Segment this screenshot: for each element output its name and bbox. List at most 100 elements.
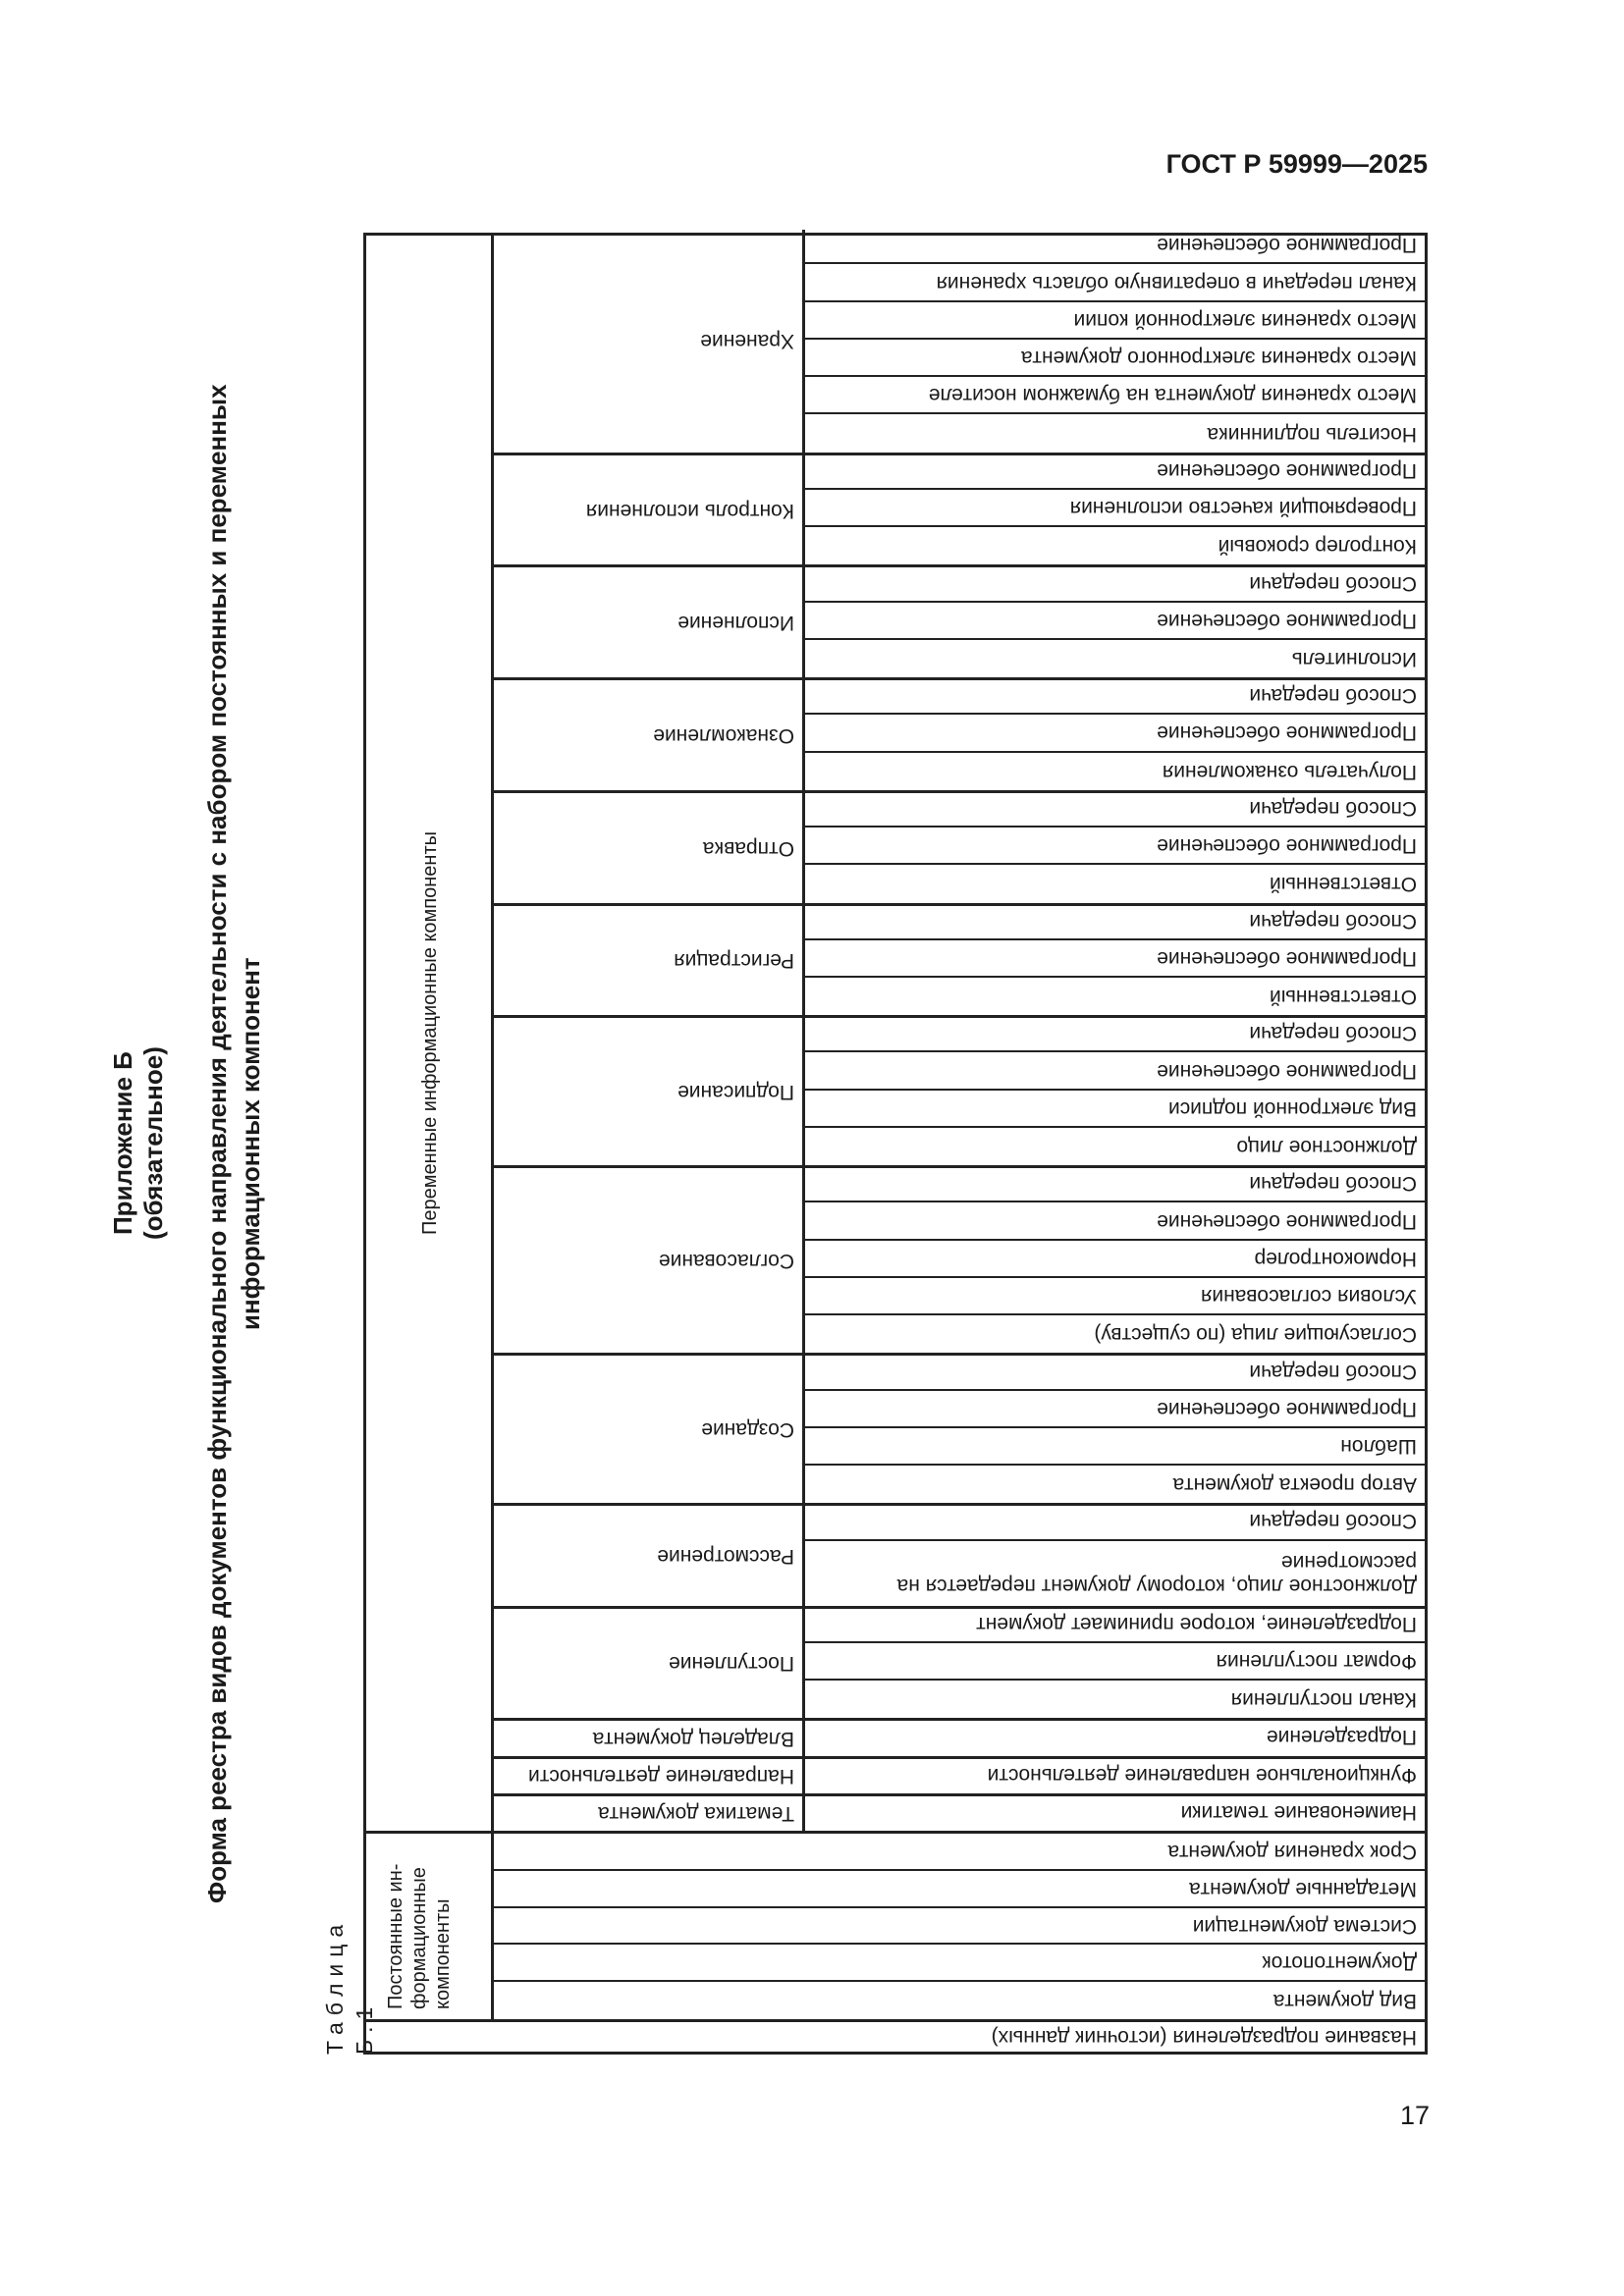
group-items: Исполнитель Программное обеспечение Способ… [805,564,1425,677]
component-item: Программное обеспечение [805,828,1425,866]
table-title-line: Форма реестра видов документов функциона… [202,384,232,1903]
group-items: Ответственный Программное обеспечение Спос… [805,902,1425,1016]
component-group: Функциональное направление деятельности Н… [494,1758,1425,1796]
group-name: Отправка [494,792,805,903]
registry-table: Название подразделения (источник данных)… [363,227,1428,2055]
group-items: Подразделение [805,1721,1425,1755]
component-item: Программное обеспечение [805,1202,1425,1241]
component-item: Программное обеспечение [805,452,1425,490]
constant-components: Вид документа Документопоток Система докум… [494,1834,1425,2019]
component-item: Место хранения электронного документа [805,339,1425,378]
appendix-heading: Приложение Б (обязательное) [108,334,171,1953]
page-number: 17 [1399,2101,1430,2130]
appendix-status: (обязательное) [138,1046,168,1241]
group-name: Направление деятельности [494,1758,805,1793]
component-item: Вид электронной подписи [805,1090,1425,1128]
group-name: Подписание [494,1018,805,1166]
component-item: Способ передачи [805,564,1425,603]
component-group: Должностное лицо, которому документ пере… [494,1503,1425,1609]
variable-components-label: Переменные информационные компоненты [366,236,491,1834]
variable-components: Наименование тематики Тематика документа Ф… [494,227,1425,1834]
constant-row: Документопоток [494,1945,1425,1983]
component-item: Программное обеспечение [805,1052,1425,1091]
group-items: Наименование тематики [805,1796,1425,1831]
component-item: Функциональное направление деятельности [987,1763,1417,1787]
component-item: Исполнитель [1291,647,1417,670]
appendix-title: Приложение Б [108,1051,137,1236]
component-item: Должностное лицо, которому документ пере… [896,1550,1417,1597]
group-name: Хранение [494,230,805,453]
component-item: Канал передачи в оперативную область хра… [805,264,1425,302]
table-title-line: информационных компонент [236,957,265,1330]
component-item: Подразделение, которое принимает докумен… [805,1605,1425,1643]
component-item: Нормоконтролер [805,1240,1425,1278]
component-item: Способ передачи [805,1353,1425,1391]
component-item: Ответственный [1270,873,1417,896]
component-item: Условия согласования [805,1277,1425,1316]
component-item: Место хранения документа на бумажном нос… [805,377,1425,415]
component-group: Подразделение Владелец документа [494,1721,1425,1759]
component-item: Программное обеспечение [805,602,1425,640]
constant-row: Вид документа [1272,1990,1417,2013]
group-items: Должностное лицо, которому документ пере… [805,1503,1425,1605]
source-row: Название подразделения (источник данных) [366,2019,1425,2052]
group-items: Автор проекта документа Шаблон Программное… [805,1353,1425,1503]
component-item: Способ передачи [805,1015,1425,1053]
component-group: Получатель ознакомления Программное обесп… [494,677,1425,793]
component-item: Проверяющий качество исполнения [805,489,1425,528]
component-item: Ответственный [1270,986,1417,1009]
component-item: Канал поступления [1230,1688,1417,1712]
group-items: Контролер сроковый Проверяющий качество и… [805,452,1425,565]
component-item: Место хранения электронной копии [805,301,1425,340]
constant-row: Система документации [494,1907,1425,1946]
group-name: Владелец документа [494,1721,805,1756]
component-group: Канал поступления Формат поступления Подра… [494,1605,1425,1722]
component-group: Согласующие лица (по существу) Условия со… [494,1165,1425,1357]
table-title: Форма реестра видов документов функциона… [200,334,269,1953]
component-item: Программное обеспечение [805,715,1425,753]
group-items: Функциональное направление деятельности [805,1759,1425,1793]
group-name: Рассмотрение [494,1506,805,1606]
component-group: Должностное лицо Вид электронной подписи П… [494,1015,1425,1169]
component-item: Автор проекта документа [1172,1473,1417,1497]
component-item: Подразделение [1266,1726,1417,1749]
component-group: Наименование тематики Тематика документа [494,1795,1425,1834]
group-items: Канал поступления Формат поступления Подра… [805,1605,1425,1719]
component-item: Программное обеспечение [805,939,1425,979]
component-item: Программное обеспечение [805,1390,1425,1428]
group-name: Тематика документа [494,1795,805,1831]
constant-row: Срок хранения документа [494,1834,1425,1871]
group-name: Ознакомление [494,680,805,790]
component-item: Способ передачи [805,1165,1425,1203]
group-name: Исполнение [494,567,805,678]
group-items: Получатель ознакомления Программное обесп… [805,677,1425,790]
component-item: Наименование тематики [1180,1800,1417,1824]
component-item: Способ передачи [805,789,1425,828]
group-items: Ответственный Программное обеспечение Спос… [805,789,1425,903]
component-item: Получатель ознакомления [1162,760,1417,783]
component-item: Согласующие лица (по существу) [1094,1323,1417,1347]
component-item: Способ передачи [805,902,1425,940]
component-item: Способ передачи [805,677,1425,716]
component-item: Шаблон [805,1427,1425,1467]
component-group: Исполнитель Программное обеспечение Способ… [494,564,1425,681]
standard-number: ГОСТ Р 59999—2025 [1165,149,1428,179]
group-name: Регистрация [494,905,805,1016]
group-name: Поступление [494,1608,805,1719]
component-item: Способ передачи [805,1503,1425,1541]
component-group: Контролер сроковый Проверяющий качество и… [494,452,1425,568]
component-item: Носитель подлинника [1207,422,1417,446]
component-group: Автор проекта документа Шаблон Программное… [494,1353,1425,1507]
component-item: Контролер сроковый [1218,535,1417,559]
component-item: Должностное лицо [1236,1136,1417,1159]
group-name: Контроль исполнения [494,454,805,565]
group-items: Носитель подлинника Место хранения докуме… [805,227,1425,452]
group-name: Согласование [494,1168,805,1354]
component-group: Ответственный Программное обеспечение Спос… [494,902,1425,1019]
component-item: Программное обеспечение [805,227,1425,265]
component-group: Носитель подлинника Место хранения докуме… [494,227,1425,455]
table-caption: Таблица Б.1 [322,1917,377,2055]
component-item: Формат поступления [805,1642,1425,1682]
constant-components-label: Постоянные ин- формационные компоненты [385,1863,454,2009]
constant-row: Метаданные документа [494,1870,1425,1908]
